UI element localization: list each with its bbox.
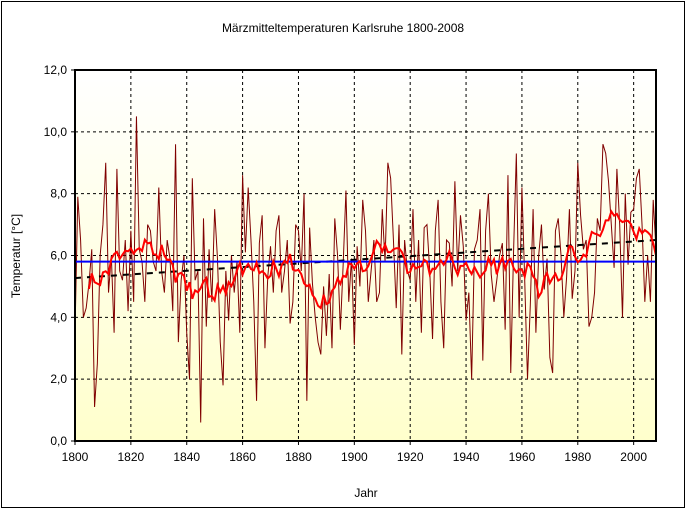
x-tick-label: 1980 [564,450,591,464]
x-tick-label: 2000 [620,450,647,464]
x-tick-label: 1920 [397,450,424,464]
x-tick-label: 1940 [453,450,480,464]
x-axis-label: Jahr [354,486,377,500]
x-tick-label: 1860 [229,450,256,464]
smoothed-series-line [87,209,657,310]
x-tick-label: 1840 [173,450,200,464]
y-tick-label: 4,0 [50,310,67,324]
y-tick-label: 8,0 [50,187,67,201]
x-tick-label: 1960 [509,450,536,464]
plot-border [74,69,657,442]
trend-line [74,239,657,280]
y-axis-label: Temperatur [°C] [9,214,23,298]
y-tick-label: 6,0 [50,249,67,263]
x-tick-label: 1900 [341,450,368,464]
y-tick-label: 2,0 [50,372,67,386]
y-tick-label: 12,0 [44,63,68,77]
y-tick-label: 0,0 [50,434,67,448]
x-tick-label: 1880 [285,450,312,464]
annual-series-line [74,116,657,423]
x-tick-label: 1820 [118,450,145,464]
y-tick-label: 10,0 [44,125,68,139]
chart-title: Märzmitteltemperaturen Karlsruhe 1800-20… [222,21,464,35]
x-tick-label: 1800 [62,450,89,464]
